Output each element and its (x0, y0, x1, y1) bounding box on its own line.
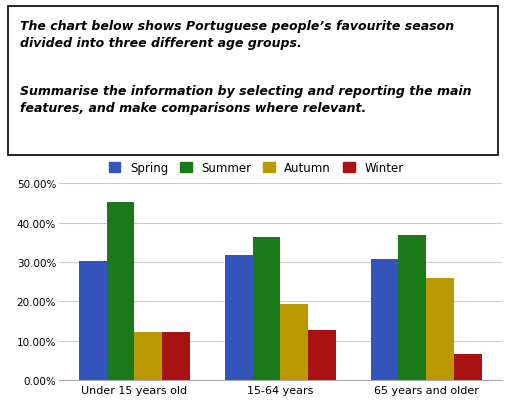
Bar (225, 256, 252, 380)
Text: Summarise the information by selecting and reporting the main
features, and make: Summarise the information by selecting a… (20, 85, 472, 114)
Bar (106, 203, 135, 380)
Legend: Spring, Summer, Autumn, Winter: Spring, Summer, Autumn, Winter (109, 162, 403, 175)
Bar (308, 330, 336, 380)
Bar (79, 261, 106, 380)
Bar (252, 237, 281, 380)
Bar (371, 259, 398, 380)
Bar (398, 235, 426, 380)
Bar (426, 279, 454, 380)
FancyBboxPatch shape (8, 7, 498, 156)
Text: The chart below shows Portuguese people’s favourite season
divided into three di: The chart below shows Portuguese people’… (20, 20, 454, 50)
Bar (135, 332, 162, 380)
Bar (454, 354, 482, 380)
Bar (162, 332, 190, 380)
Bar (281, 305, 308, 380)
